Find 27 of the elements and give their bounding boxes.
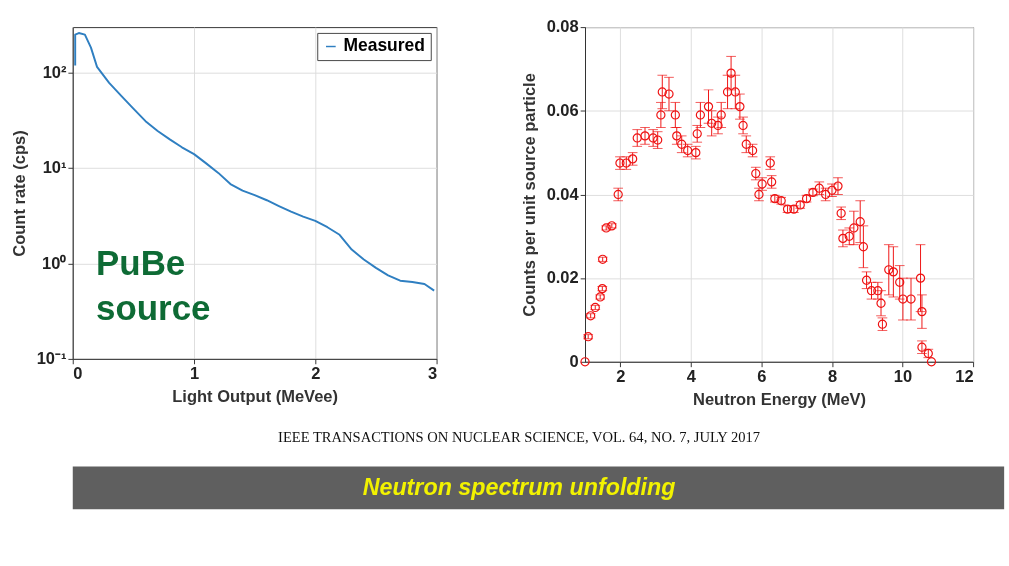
x-tick-label: 1 <box>189 363 200 382</box>
y-tick-label: 0.06 <box>546 101 579 120</box>
legend-label: Measured <box>343 35 425 56</box>
x-tick-label: 4 <box>686 366 697 385</box>
line-series <box>74 32 436 292</box>
x-tick-label: 3 <box>427 363 438 382</box>
x-tick-label: 6 <box>757 366 767 385</box>
y-tick-label: 0.02 <box>546 268 579 287</box>
annotation: PuBe source <box>96 243 211 328</box>
y-axis-title: Counts per unit source particle <box>519 73 538 317</box>
x-axis-title: Light Output (MeVee) <box>172 387 339 406</box>
y-tick-label: 10¹ <box>42 158 67 177</box>
x-tick-label: 8 <box>827 366 838 385</box>
y-tick-label: 10⁻¹ <box>36 349 67 368</box>
x-tick-label: 2 <box>311 363 321 382</box>
y-tick-label: 0.04 <box>546 184 580 203</box>
text: Neutron spectrum unfolding <box>362 473 676 500</box>
text: IEEE TRANSACTIONS ON NUCLEAR SCIENCE, VOL. 64, NO. 7, JULY 2017 <box>278 429 761 446</box>
x-tick-label: 0 <box>73 363 83 382</box>
y-tick-label: 10² <box>42 62 67 81</box>
x-tick-label: 10 <box>893 366 913 385</box>
x-tick-label: 2 <box>616 366 626 385</box>
x-tick-label: 12 <box>955 366 974 385</box>
y-axis-title: Count rate (cps) <box>10 130 29 257</box>
y-tick-label: 0.08 <box>546 17 579 36</box>
x-axis-title: Neutron Energy (MeV) <box>692 390 867 408</box>
y-tick-label: 10⁰ <box>42 253 67 272</box>
